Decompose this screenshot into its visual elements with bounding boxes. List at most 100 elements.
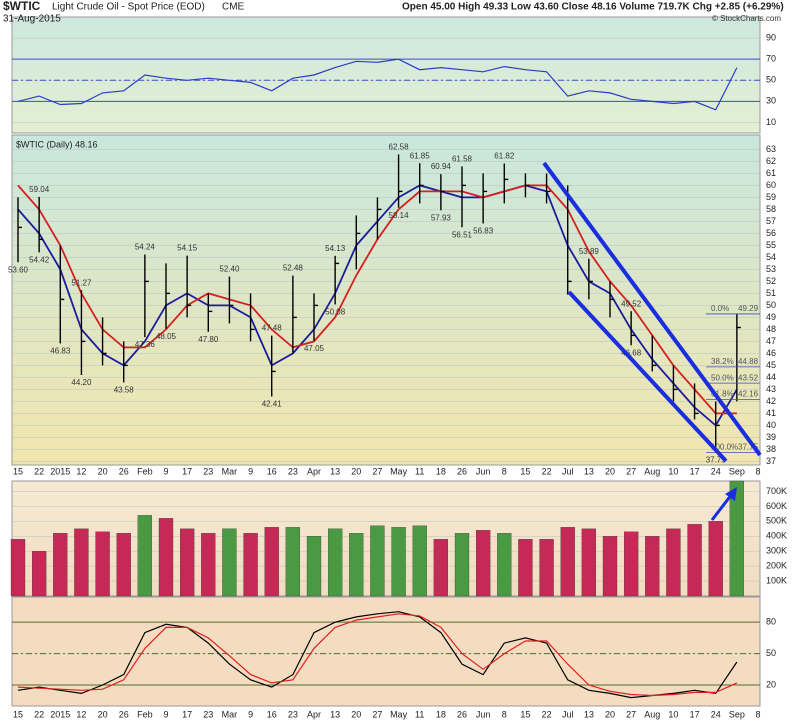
y-tick-label: 50 bbox=[766, 300, 776, 310]
trend-channel-upper bbox=[542, 161, 762, 457]
fib-value: 43.52 bbox=[738, 373, 759, 382]
y-tick-label: 59 bbox=[766, 192, 776, 202]
y-tick-label: 600K bbox=[766, 501, 787, 511]
x-tick-label: 20 bbox=[605, 709, 615, 719]
x-tick-label: 24 bbox=[711, 466, 721, 476]
x-tick-label: 2015 bbox=[50, 466, 70, 476]
x-tick-label: 11 bbox=[415, 709, 424, 719]
stats: Open 45.00 High 49.33 Low 43.60 Close 48… bbox=[402, 2, 784, 13]
high-label: 61.82 bbox=[494, 152, 515, 161]
y-tick-label: 49 bbox=[766, 312, 776, 322]
x-tick-label: 12 bbox=[76, 466, 86, 476]
y-tick-label: 52 bbox=[766, 276, 776, 286]
x-tick-label: 23 bbox=[288, 709, 298, 719]
x-tick-label: 17 bbox=[182, 466, 192, 476]
volume-bar bbox=[581, 528, 597, 597]
price-panel bbox=[11, 134, 761, 466]
x-tick-label: 17 bbox=[690, 709, 700, 719]
volume-bar bbox=[95, 531, 110, 597]
x-tick-label: 26 bbox=[119, 709, 129, 719]
line-series bbox=[17, 58, 738, 111]
low-label: 57.93 bbox=[431, 213, 452, 222]
x-tick-label: 26 bbox=[119, 466, 129, 476]
x-tick-label: 23 bbox=[203, 466, 213, 476]
x-tick-label: 20 bbox=[351, 466, 361, 476]
y-tick-label: 60 bbox=[766, 180, 776, 190]
high-label: 59.04 bbox=[29, 185, 50, 194]
y-tick-label: 20 bbox=[766, 679, 776, 689]
volume-bar bbox=[158, 518, 174, 597]
volume-bar bbox=[708, 521, 723, 597]
y-tick-label: 50 bbox=[766, 75, 776, 85]
y-tick-label: 62 bbox=[766, 156, 776, 166]
low-label: 43.58 bbox=[114, 386, 135, 395]
x-tick-label: 12 bbox=[76, 709, 86, 719]
x-tick-label: 9 bbox=[248, 709, 253, 719]
x-tick-label: 23 bbox=[288, 466, 298, 476]
volume-bar bbox=[53, 533, 68, 597]
y-tick-label: 38 bbox=[766, 444, 776, 454]
volume-bar bbox=[179, 528, 195, 597]
x-tick-label: 27 bbox=[372, 466, 382, 476]
volume-bar bbox=[10, 539, 26, 597]
high-label: 52.48 bbox=[283, 264, 304, 273]
x-tick-label: 20 bbox=[605, 466, 615, 476]
x-tick-label: Jun bbox=[476, 709, 491, 719]
x-tick-label: 13 bbox=[330, 466, 340, 476]
fib-value: 44.88 bbox=[738, 357, 759, 366]
x-tick-label: 13 bbox=[330, 709, 340, 719]
volume-bar bbox=[327, 528, 343, 597]
y-tick-label: 42 bbox=[766, 396, 776, 406]
high-label: 47.48 bbox=[262, 324, 283, 333]
low-label: 56.83 bbox=[473, 227, 494, 236]
volume-bar bbox=[370, 525, 385, 597]
y-tick-label: 30 bbox=[766, 96, 776, 106]
volume-bar bbox=[560, 527, 575, 597]
volume-bar bbox=[222, 528, 237, 597]
low-label: 50.08 bbox=[325, 308, 346, 317]
y-tick-label: 44 bbox=[766, 372, 776, 382]
fib-percent: 38.2% bbox=[711, 357, 734, 366]
x-tick-label: Mar bbox=[222, 466, 238, 476]
rsi-panel bbox=[11, 16, 761, 134]
fib-percent: 100.0% bbox=[711, 443, 738, 452]
x-tick-label: Jul bbox=[562, 709, 574, 719]
x-tick-label: 11 bbox=[415, 466, 424, 476]
volume-bar bbox=[475, 530, 491, 597]
y-tick-label: 100K bbox=[766, 575, 787, 585]
y-tick-label: 45 bbox=[766, 360, 776, 370]
y-tick-label: 57 bbox=[766, 216, 776, 226]
x-tick-label: Aug bbox=[644, 466, 660, 476]
date: 31-Aug-2015 bbox=[3, 14, 61, 25]
x-tick-label: Mar bbox=[222, 709, 238, 719]
exchange: CME bbox=[222, 2, 245, 13]
arrow-head bbox=[725, 487, 737, 501]
x-tick-label: 22 bbox=[34, 466, 44, 476]
x-tick-label: 26 bbox=[457, 709, 467, 719]
x-tick-label: 18 bbox=[436, 466, 446, 476]
volume-bar bbox=[666, 528, 681, 597]
volume-bar bbox=[539, 539, 554, 597]
x-tick-label: 16 bbox=[267, 709, 277, 719]
y-tick-label: 53 bbox=[766, 264, 776, 274]
high-label: 61.58 bbox=[452, 155, 473, 164]
title: Light Crude Oil - Spot Price (EOD) bbox=[52, 2, 205, 13]
x-tick-label: 9 bbox=[248, 466, 253, 476]
volume-bar bbox=[116, 533, 131, 597]
fib-value: 37.75 bbox=[738, 443, 759, 452]
y-tick-label: 80 bbox=[766, 617, 776, 627]
x-tick-label: 2015 bbox=[50, 709, 70, 719]
x-tick-label: 8 bbox=[755, 466, 760, 476]
x-tick-label: 22 bbox=[542, 709, 552, 719]
y-tick-label: 300K bbox=[766, 546, 787, 556]
low-label: 42.41 bbox=[262, 400, 283, 409]
volume-bar bbox=[285, 527, 301, 597]
high-label: 54.24 bbox=[135, 243, 156, 252]
y-tick-label: 700K bbox=[766, 486, 787, 496]
x-tick-label: May bbox=[390, 709, 408, 719]
x-tick-label: 13 bbox=[584, 709, 594, 719]
y-tick-label: 47 bbox=[766, 336, 776, 346]
x-tick-label: 27 bbox=[626, 709, 636, 719]
low-label: 54.42 bbox=[29, 255, 50, 264]
